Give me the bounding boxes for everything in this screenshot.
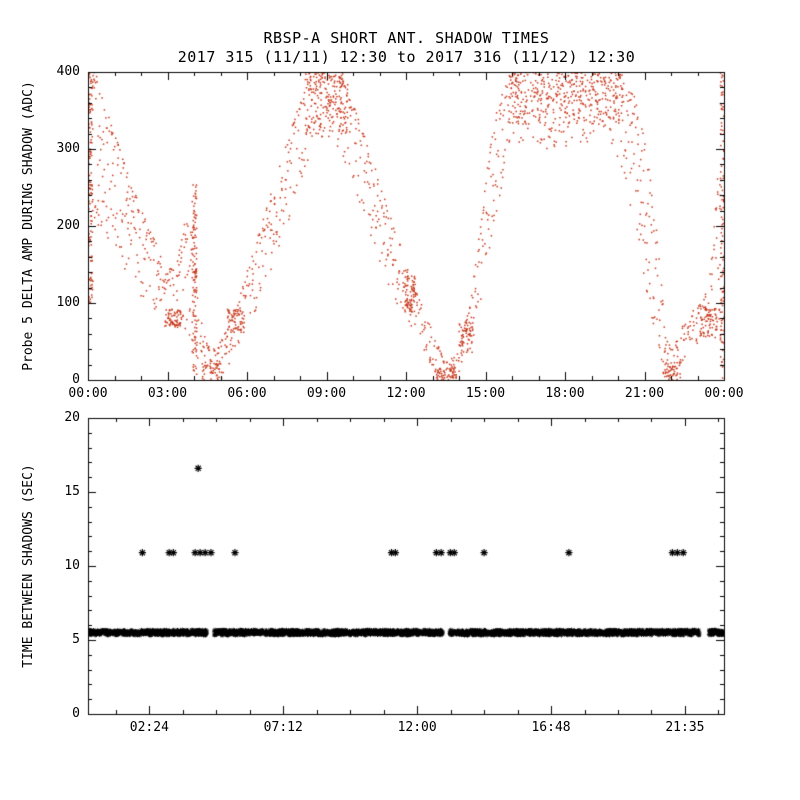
bottom-y-tick-label: 15	[64, 484, 80, 499]
top-x-tick-label: 21:00	[624, 386, 665, 401]
top-x-tick-label: 06:00	[227, 386, 267, 401]
top-x-tick-label: 15:00	[465, 386, 506, 401]
bottom-x-tick-label: 07:12	[263, 720, 303, 735]
top-x-tick-label: 00:00	[704, 386, 744, 401]
bottom-x-tick-label: 21:35	[665, 720, 705, 735]
bottom-y-tick-label: 5	[72, 632, 80, 647]
top-y-tick-label: 200	[56, 218, 80, 233]
bottom-y-tick-label: 10	[64, 558, 80, 573]
bottom-x-tick-label: 02:24	[129, 720, 169, 735]
chart-title: RBSP-A SHORT ANT. SHADOW TIMES	[263, 29, 550, 47]
bottom-y-tick-label: 20	[64, 410, 80, 425]
top-x-tick-label: 03:00	[147, 386, 188, 401]
top-x-tick-label: 18:00	[545, 386, 585, 401]
top-x-tick-label: 09:00	[306, 386, 347, 401]
top-x-tick-label: 00:00	[68, 386, 108, 401]
top-x-tick-label: 12:00	[386, 386, 426, 401]
top-y-tick-label: 400	[56, 64, 80, 79]
chart-subtitle: 2017 315 (11/11) 12:30 to 2017 316 (11/1…	[177, 48, 636, 66]
top-y-tick-label: 300	[56, 141, 80, 156]
top-y-tick-label: 100	[56, 295, 80, 310]
bottom-x-tick-label: 16:48	[531, 720, 571, 735]
bottom-y-tick-label: 0	[72, 706, 80, 721]
top-y-tick-label: 0	[72, 372, 80, 387]
bottom-x-tick-label: 12:00	[397, 720, 437, 735]
